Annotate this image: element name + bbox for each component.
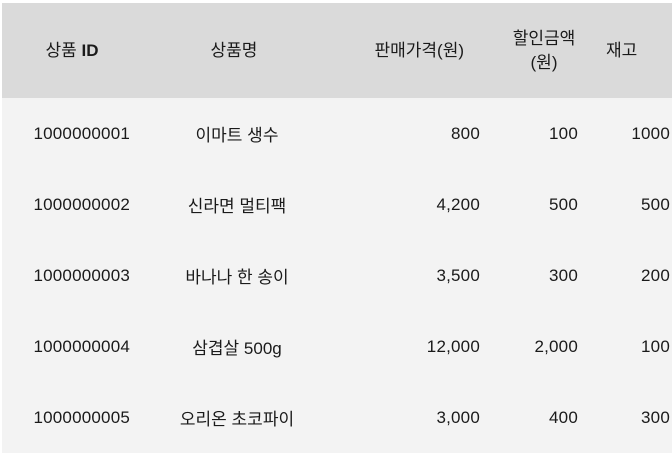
table-body: 1000000001 이마트 생수 800 100 1000 100000000… bbox=[2, 98, 672, 453]
header-product-name: 상품명 bbox=[210, 40, 258, 60]
cell-discount: 500 bbox=[549, 194, 578, 214]
cell-stock: 1000 bbox=[631, 123, 670, 143]
header-product-id-prefix: 상품 bbox=[45, 40, 82, 60]
cell-product-id: 1000000004 bbox=[33, 336, 130, 356]
cell-product-name: 삼겹살 500g bbox=[192, 339, 282, 358]
cell-discount: 2,000 bbox=[534, 336, 578, 356]
cell-sale-price: 3,000 bbox=[436, 407, 480, 427]
cell-sale-price: 12,000 bbox=[426, 336, 480, 356]
table-row: 1000000002 신라면 멀티팩 4,200 500 500 bbox=[2, 169, 672, 240]
cell-stock: 200 bbox=[641, 265, 670, 285]
header-sale-price: 판매가격(원) bbox=[374, 40, 464, 60]
cell-discount: 300 bbox=[549, 265, 578, 285]
product-table-panel: 상품 ID 상품명 판매가격(원) 할인금액(원) 재고 1000000001 … bbox=[2, 3, 672, 453]
cell-product-id: 1000000003 bbox=[33, 265, 130, 285]
table-header: 상품 ID 상품명 판매가격(원) 할인금액(원) 재고 bbox=[2, 3, 672, 98]
cell-product-name: 신라면 멀티팩 bbox=[187, 197, 287, 216]
cell-stock: 100 bbox=[641, 336, 670, 356]
header-discount: 할인금액(원) bbox=[484, 3, 580, 98]
cell-product-name: 이마트 생수 bbox=[195, 126, 279, 145]
cell-discount: 100 bbox=[549, 123, 578, 143]
cell-product-name: 오리온 초코파이 bbox=[179, 410, 295, 429]
table-row: 1000000005 오리온 초코파이 3,000 400 300 bbox=[2, 382, 672, 453]
product-table: 상품 ID 상품명 판매가격(원) 할인금액(원) 재고 1000000001 … bbox=[2, 3, 672, 453]
header-stock: 재고 bbox=[606, 40, 638, 60]
cell-discount: 400 bbox=[549, 407, 578, 427]
table-row: 1000000001 이마트 생수 800 100 1000 bbox=[2, 98, 672, 169]
cell-product-id: 1000000002 bbox=[33, 194, 130, 214]
header-row: 상품 ID 상품명 판매가격(원) 할인금액(원) 재고 bbox=[2, 3, 672, 98]
cell-sale-price: 4,200 bbox=[436, 194, 480, 214]
cell-sale-price: 3,500 bbox=[436, 265, 480, 285]
cell-sale-price: 800 bbox=[451, 123, 480, 143]
cell-product-id: 1000000001 bbox=[33, 123, 130, 143]
cell-product-name: 바나나 한 송이 bbox=[185, 268, 289, 287]
cell-product-id: 1000000005 bbox=[33, 407, 130, 427]
cell-stock: 300 bbox=[641, 407, 670, 427]
header-discount-label: 할인금액(원) bbox=[512, 28, 576, 72]
header-product-id-suffix: ID bbox=[81, 40, 99, 60]
table-row: 1000000004 삼겹살 500g 12,000 2,000 100 bbox=[2, 311, 672, 382]
cell-stock: 500 bbox=[641, 194, 670, 214]
table-row: 1000000003 바나나 한 송이 3,500 300 200 bbox=[2, 240, 672, 311]
header-product-id: 상품 ID bbox=[2, 3, 142, 98]
